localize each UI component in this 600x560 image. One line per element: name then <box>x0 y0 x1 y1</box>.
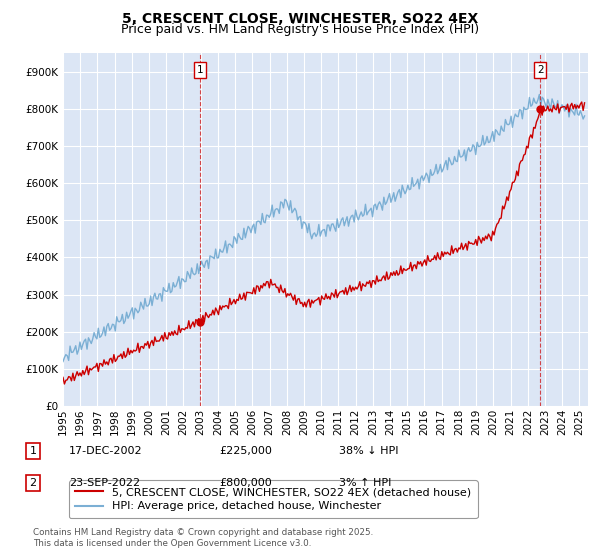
Text: £800,000: £800,000 <box>219 478 272 488</box>
Text: 3% ↑ HPI: 3% ↑ HPI <box>339 478 391 488</box>
Text: 38% ↓ HPI: 38% ↓ HPI <box>339 446 398 456</box>
Text: 2: 2 <box>537 65 544 75</box>
Legend: 5, CRESCENT CLOSE, WINCHESTER, SO22 4EX (detached house), HPI: Average price, de: 5, CRESCENT CLOSE, WINCHESTER, SO22 4EX … <box>68 480 478 518</box>
Text: 17-DEC-2002: 17-DEC-2002 <box>69 446 143 456</box>
Text: Contains HM Land Registry data © Crown copyright and database right 2025.
This d: Contains HM Land Registry data © Crown c… <box>33 528 373 548</box>
Text: 2: 2 <box>29 478 37 488</box>
Text: Price paid vs. HM Land Registry's House Price Index (HPI): Price paid vs. HM Land Registry's House … <box>121 22 479 36</box>
Text: 1: 1 <box>197 65 203 75</box>
Text: £225,000: £225,000 <box>219 446 272 456</box>
Text: 23-SEP-2022: 23-SEP-2022 <box>69 478 140 488</box>
Text: 1: 1 <box>29 446 37 456</box>
Text: 5, CRESCENT CLOSE, WINCHESTER, SO22 4EX: 5, CRESCENT CLOSE, WINCHESTER, SO22 4EX <box>122 12 478 26</box>
